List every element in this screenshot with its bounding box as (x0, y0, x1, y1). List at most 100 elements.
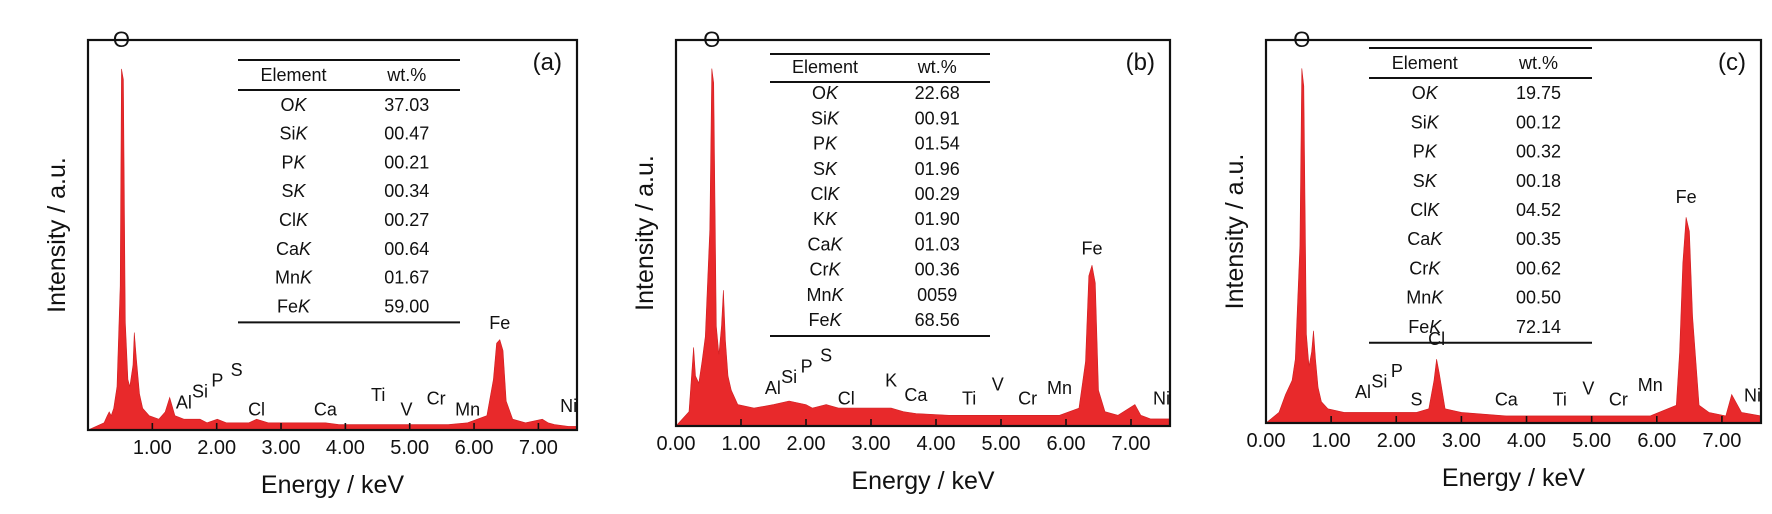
peak-label: Cr (427, 389, 446, 409)
peak-label: Mn (455, 400, 480, 420)
table-cell-wt: 00.62 (1516, 258, 1561, 278)
y-axis-title: Intensity / a.u. (631, 155, 659, 311)
peak-label: V (1582, 379, 1594, 399)
plot-frame (674, 38, 1172, 428)
peak-label: Si (192, 382, 208, 402)
peak-label: O (113, 27, 130, 52)
x-tick-label: 1.00 (1312, 430, 1351, 452)
table-cell-element: SiK (279, 124, 308, 144)
table-cell-element: SK (813, 159, 838, 179)
peak-label: Mn (1047, 378, 1072, 398)
table-cell-wt: 01.03 (915, 234, 960, 254)
x-tick-label: 1.00 (722, 433, 761, 455)
peak-label: Si (1371, 372, 1387, 392)
table-cell-wt: 00.27 (384, 210, 429, 230)
table-cell-wt: 01.67 (384, 268, 429, 288)
table-header-element: Element (792, 57, 858, 77)
x-axis-title: Energy / keV (851, 467, 994, 495)
peak-label: Ni (1153, 389, 1170, 409)
x-tick-label: 0.00 (1247, 430, 1286, 452)
x-tick-label: 4.00 (917, 433, 956, 455)
spectrum-series (87, 68, 578, 431)
peak-label: Ti (1553, 389, 1567, 409)
peak-label: Ca (314, 400, 338, 420)
table-cell-wt: 68.56 (915, 310, 960, 330)
peak-label: P (801, 356, 813, 376)
table-cell-wt: 59.00 (384, 296, 429, 316)
x-tick-label: 2.00 (197, 437, 236, 459)
peak-label: Al (765, 378, 781, 398)
table-header-wt: wt.% (386, 65, 426, 85)
panel-c: 0.00 1.00 2.00 3.00 4.00 5.00 6.00 7.00 Energy /… (1181, 0, 1772, 509)
panel-label: (a) (533, 49, 562, 76)
eds-chart-c: 0.00 1.00 2.00 3.00 4.00 5.00 6.00 7.00 Energy /… (1221, 27, 1763, 492)
table-cell-wt: 00.32 (1516, 142, 1561, 162)
peak-label: Fe (1081, 238, 1102, 258)
x-tick-label: 0.00 (657, 433, 696, 455)
table-cell-wt: 00.47 (384, 124, 429, 144)
table-cell-element: SiK (811, 108, 840, 128)
x-tick-label: 5.00 (1572, 430, 1611, 452)
table-cell-element: SK (1413, 171, 1438, 191)
table-cell-element: CaK (807, 234, 843, 254)
table-cell-element: CaK (1407, 229, 1443, 249)
y-axis-title: Intensity / a.u. (1221, 154, 1249, 310)
x-tick-label: 4.00 (326, 437, 365, 459)
y-axis-title: Intensity / a.u. (43, 157, 71, 313)
table-cell-wt: 00.50 (1516, 288, 1561, 308)
table-cell-wt: 00.34 (384, 181, 429, 201)
table-cell-element: PK (1413, 142, 1438, 162)
table-cell-element: FeK (1408, 317, 1442, 337)
table-cell-wt: 00.18 (1516, 171, 1561, 191)
table-cell-element: SK (281, 181, 306, 201)
table-cell-wt: 00.64 (384, 239, 429, 259)
table-cell-wt: 0059 (917, 285, 957, 305)
table-cell-element: KK (813, 209, 838, 229)
x-tick-label: 4.00 (1507, 430, 1546, 452)
table-cell-element: OK (1412, 83, 1439, 103)
peak-label: P (1391, 361, 1403, 381)
peak-label: Ca (904, 385, 928, 405)
x-axis-title: Energy / keV (261, 471, 404, 499)
table-cell-wt: 19.75 (1516, 83, 1561, 103)
x-tick-label: 7.00 (519, 437, 558, 459)
spectrum-series (1265, 68, 1762, 424)
table-cell-element: CrK (809, 260, 841, 280)
table-cell-element: SiK (1411, 112, 1440, 132)
table-cell-element: FeK (277, 296, 311, 316)
table-cell-element: CaK (276, 239, 312, 259)
peak-label: S (820, 346, 832, 366)
table-cell-element: ClK (279, 210, 309, 230)
table-cell-wt: 00.12 (1516, 112, 1561, 132)
x-tick-label: 1.00 (133, 437, 172, 459)
table-cell-wt: 01.54 (915, 134, 960, 154)
table-cell-element: OK (280, 95, 307, 115)
table-cell-wt: 72.14 (1516, 317, 1561, 337)
composition-table: Element wt.% OK 37.03 SiK 00.47 PK 00.21 SK 00.34… (238, 59, 460, 324)
panel-label: (c) (1718, 49, 1746, 76)
table-cell-wt: 04.52 (1516, 200, 1561, 220)
x-tick-label: 3.00 (262, 437, 301, 459)
table-cell-element: MnK (806, 285, 844, 305)
table-cell-wt: 01.90 (915, 209, 960, 229)
eds-chart-b: 0.00 1.00 2.00 3.00 4.00 5.00 6.00 7.00 Energy /… (631, 27, 1172, 495)
peak-label: Cr (1018, 389, 1037, 409)
panel-label: (b) (1126, 49, 1155, 76)
peak-label: Ti (371, 385, 385, 405)
peak-label: Fe (1676, 187, 1697, 207)
x-tick-label: 6.00 (1047, 433, 1086, 455)
x-tick-label: 3.00 (852, 433, 891, 455)
peak-label: S (1410, 389, 1422, 409)
table-cell-wt: 00.36 (915, 260, 960, 280)
table-cell-wt: 00.29 (915, 184, 960, 204)
peak-label: Fe (489, 313, 510, 333)
peak-label: Mn (1638, 375, 1663, 395)
peak-label: Cl (1428, 329, 1445, 349)
table-cell-element: PK (813, 134, 838, 154)
x-tick-label: 7.00 (1702, 430, 1741, 452)
table-cell-wt: 00.21 (384, 152, 429, 172)
x-tick-label: 6.00 (455, 437, 494, 459)
x-axis-title: Energy / keV (1442, 464, 1585, 492)
table-cell-element: ClK (1410, 200, 1440, 220)
x-tick-label: 5.00 (982, 433, 1021, 455)
